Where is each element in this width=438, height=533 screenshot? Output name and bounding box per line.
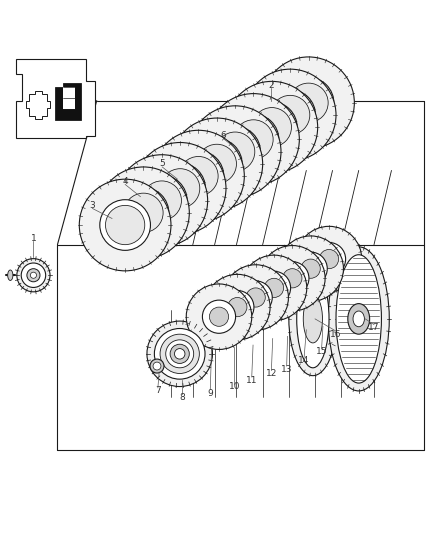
Ellipse shape	[221, 290, 254, 324]
Ellipse shape	[106, 205, 145, 245]
Ellipse shape	[118, 188, 169, 238]
Ellipse shape	[228, 114, 279, 165]
Ellipse shape	[328, 247, 389, 391]
Ellipse shape	[247, 102, 297, 152]
Ellipse shape	[202, 300, 236, 333]
Ellipse shape	[265, 90, 315, 140]
Text: 13: 13	[281, 365, 293, 374]
Ellipse shape	[260, 246, 325, 311]
Ellipse shape	[191, 139, 242, 189]
Text: 3: 3	[89, 201, 95, 210]
Ellipse shape	[301, 259, 320, 278]
Text: 4: 4	[122, 177, 128, 186]
Ellipse shape	[239, 281, 272, 314]
Ellipse shape	[116, 155, 208, 246]
Ellipse shape	[271, 95, 310, 135]
Text: 14: 14	[298, 356, 310, 365]
Ellipse shape	[137, 175, 187, 226]
Ellipse shape	[170, 344, 189, 364]
Ellipse shape	[17, 259, 50, 292]
Ellipse shape	[289, 262, 337, 376]
Ellipse shape	[160, 169, 200, 208]
Ellipse shape	[147, 321, 212, 386]
Text: 15: 15	[316, 347, 327, 356]
Ellipse shape	[160, 334, 199, 374]
Ellipse shape	[152, 130, 244, 222]
Ellipse shape	[98, 167, 189, 259]
Ellipse shape	[348, 304, 370, 334]
Ellipse shape	[174, 349, 185, 359]
Ellipse shape	[294, 252, 327, 285]
Ellipse shape	[210, 126, 261, 177]
Ellipse shape	[142, 181, 181, 220]
Ellipse shape	[209, 307, 229, 326]
Ellipse shape	[155, 163, 205, 214]
Ellipse shape	[319, 249, 339, 269]
Text: 11: 11	[246, 376, 258, 384]
Ellipse shape	[283, 269, 302, 288]
Ellipse shape	[171, 118, 263, 210]
Ellipse shape	[30, 272, 36, 278]
Ellipse shape	[252, 108, 291, 147]
Text: 5: 5	[159, 159, 165, 168]
Ellipse shape	[8, 270, 13, 280]
Ellipse shape	[353, 311, 364, 327]
Ellipse shape	[336, 255, 381, 383]
Polygon shape	[63, 87, 75, 109]
Text: 12: 12	[266, 369, 277, 378]
Ellipse shape	[289, 83, 328, 123]
Polygon shape	[16, 59, 95, 138]
Text: 1: 1	[31, 233, 36, 243]
Ellipse shape	[258, 271, 290, 304]
Ellipse shape	[100, 200, 150, 251]
Ellipse shape	[278, 236, 343, 302]
Text: 6: 6	[220, 131, 226, 140]
Ellipse shape	[223, 265, 288, 330]
Polygon shape	[26, 91, 50, 119]
Ellipse shape	[154, 328, 205, 379]
Ellipse shape	[244, 69, 336, 161]
Ellipse shape	[173, 151, 224, 201]
Ellipse shape	[241, 255, 307, 321]
Ellipse shape	[189, 106, 281, 198]
Ellipse shape	[234, 120, 273, 159]
Ellipse shape	[150, 359, 164, 373]
Ellipse shape	[208, 94, 299, 185]
Ellipse shape	[215, 132, 255, 171]
Ellipse shape	[134, 142, 226, 234]
Ellipse shape	[296, 227, 362, 292]
Text: 17: 17	[368, 323, 380, 332]
Ellipse shape	[153, 362, 161, 370]
Text: 2: 2	[268, 81, 274, 90]
Ellipse shape	[265, 278, 284, 297]
Text: 7: 7	[155, 386, 161, 395]
Ellipse shape	[283, 77, 334, 128]
Ellipse shape	[246, 288, 265, 307]
Ellipse shape	[197, 144, 237, 183]
Text: 10: 10	[229, 382, 240, 391]
Ellipse shape	[312, 243, 346, 276]
Ellipse shape	[263, 57, 354, 149]
Ellipse shape	[124, 193, 163, 232]
Ellipse shape	[228, 297, 247, 317]
Text: 16: 16	[330, 330, 342, 338]
Ellipse shape	[27, 269, 40, 282]
Polygon shape	[55, 83, 81, 120]
Ellipse shape	[186, 284, 252, 350]
Ellipse shape	[226, 82, 318, 173]
Ellipse shape	[179, 157, 218, 196]
Ellipse shape	[297, 270, 329, 368]
Ellipse shape	[205, 274, 270, 340]
Text: 9: 9	[207, 389, 213, 398]
Ellipse shape	[21, 263, 46, 287]
Ellipse shape	[276, 262, 309, 295]
Ellipse shape	[166, 340, 194, 368]
Ellipse shape	[303, 295, 322, 343]
Text: 8: 8	[179, 393, 185, 402]
Ellipse shape	[79, 179, 171, 271]
